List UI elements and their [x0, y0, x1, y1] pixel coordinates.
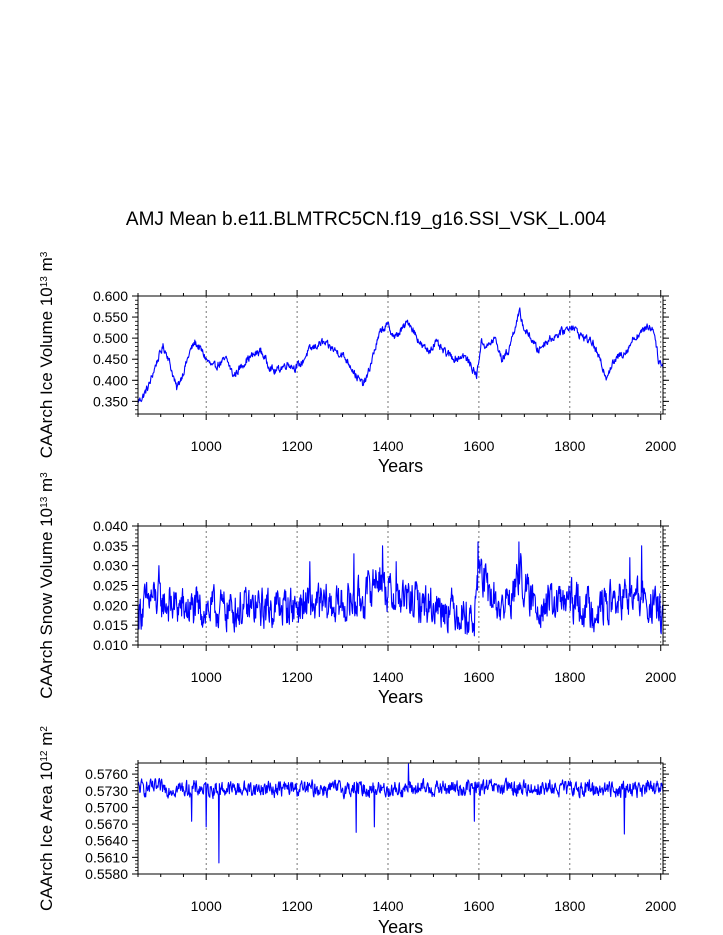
x-axis-label: Years	[378, 456, 423, 476]
panel-snow-volume: 1000 1200 1400 1600 1800 2000 0.010 0.015 0.020 0…	[37, 472, 677, 707]
x-tick-label: 1200	[282, 438, 313, 454]
x-tick-label: 1600	[463, 438, 494, 454]
y-tick-label: 0.015	[93, 617, 128, 633]
x-tick-label: 1600	[463, 669, 494, 685]
x-tick-label: 1000	[191, 898, 222, 914]
x-tick-label: 2000	[645, 898, 676, 914]
y-axis-label-part: m	[37, 478, 56, 497]
x-tick-label: 1600	[463, 898, 494, 914]
plot-frame	[137, 295, 664, 415]
y-tick-label: 0.500	[93, 330, 128, 346]
series-line-caarch-snow-volume	[137, 541, 664, 637]
x-tick-label: 1400	[372, 898, 403, 914]
y-tick-label: 0.040	[93, 518, 128, 534]
y-tick-label: 0.5610	[85, 849, 128, 865]
y-axis-label: CAArch Ice Volume 1013 m3	[37, 251, 56, 458]
x-tick-label: 2000	[645, 438, 676, 454]
y-axis-label-part: 13	[39, 496, 50, 508]
y-axis-label-part: CAArch Ice Area 10	[37, 762, 56, 911]
plot-frame	[137, 762, 664, 875]
chart-title: AMJ Mean b.e11.BLMTRC5CN.f19_g16.SSI_VSK…	[126, 209, 607, 230]
y-axis-label-part: 13	[39, 276, 50, 288]
x-tick-label: 1200	[282, 898, 313, 914]
y-tick-label: 0.450	[93, 351, 128, 367]
x-axis-label: Years	[378, 687, 423, 707]
x-tick-label: 1800	[554, 438, 585, 454]
panel-ice-area: 1000 1200 1400 1600 1800 20000.55800.56100.56…	[37, 726, 677, 935]
y-axis-label: CAArch Ice Area 1012 m2	[37, 726, 56, 911]
x-axis-label: Years	[378, 917, 423, 935]
y-tick-label: 0.5730	[85, 783, 128, 799]
y-axis-label-part: 12	[39, 750, 50, 762]
x-tick-label: 1000	[191, 438, 222, 454]
x-tick-label: 1400	[372, 438, 403, 454]
y-axis-label-part: 3	[39, 472, 50, 478]
y-tick-label: 0.550	[93, 309, 128, 325]
y-tick-label: 0.400	[93, 372, 128, 388]
y-axis-label-part: m	[37, 732, 56, 751]
x-tick-label: 1000	[191, 669, 222, 685]
series-line-caarch-ice-volume	[137, 307, 664, 403]
y-axis-label-part: 3	[39, 251, 50, 257]
y-tick-label: 0.5760	[85, 766, 128, 782]
y-tick-label: 0.010	[93, 637, 128, 653]
y-tick-label: 0.600	[93, 288, 128, 304]
y-tick-label: 0.025	[93, 578, 128, 594]
series-line-caarch-ice-area	[137, 763, 664, 864]
x-tick-label: 1200	[282, 669, 313, 685]
y-tick-label: 0.5700	[85, 799, 128, 815]
x-tick-label: 1800	[554, 898, 585, 914]
y-tick-label: 0.5580	[85, 866, 128, 882]
y-tick-label: 0.350	[93, 393, 128, 409]
y-tick-label: 0.030	[93, 558, 128, 574]
y-tick-label: 0.035	[93, 538, 128, 554]
y-axis-label-part: CAArch Ice Volume 10	[37, 287, 56, 458]
x-tick-label: 1800	[554, 669, 585, 685]
panel-ice-volume: 1000 1200 1400 1600 1800 2000 0.350 0.400 0.450 0…	[37, 251, 677, 476]
y-axis-label-part: 2	[39, 726, 50, 732]
y-axis-label: CAArch Snow Volume 1013 m3	[37, 472, 56, 699]
x-tick-label: 2000	[645, 669, 676, 685]
y-tick-label: 0.5670	[85, 816, 128, 832]
y-tick-label: 0.5640	[85, 833, 128, 849]
y-tick-label: 0.020	[93, 597, 128, 613]
y-axis-label-part: m	[37, 257, 56, 276]
y-axis-label-part: CAArch Snow Volume 10	[37, 508, 56, 699]
x-tick-label: 1400	[372, 669, 403, 685]
